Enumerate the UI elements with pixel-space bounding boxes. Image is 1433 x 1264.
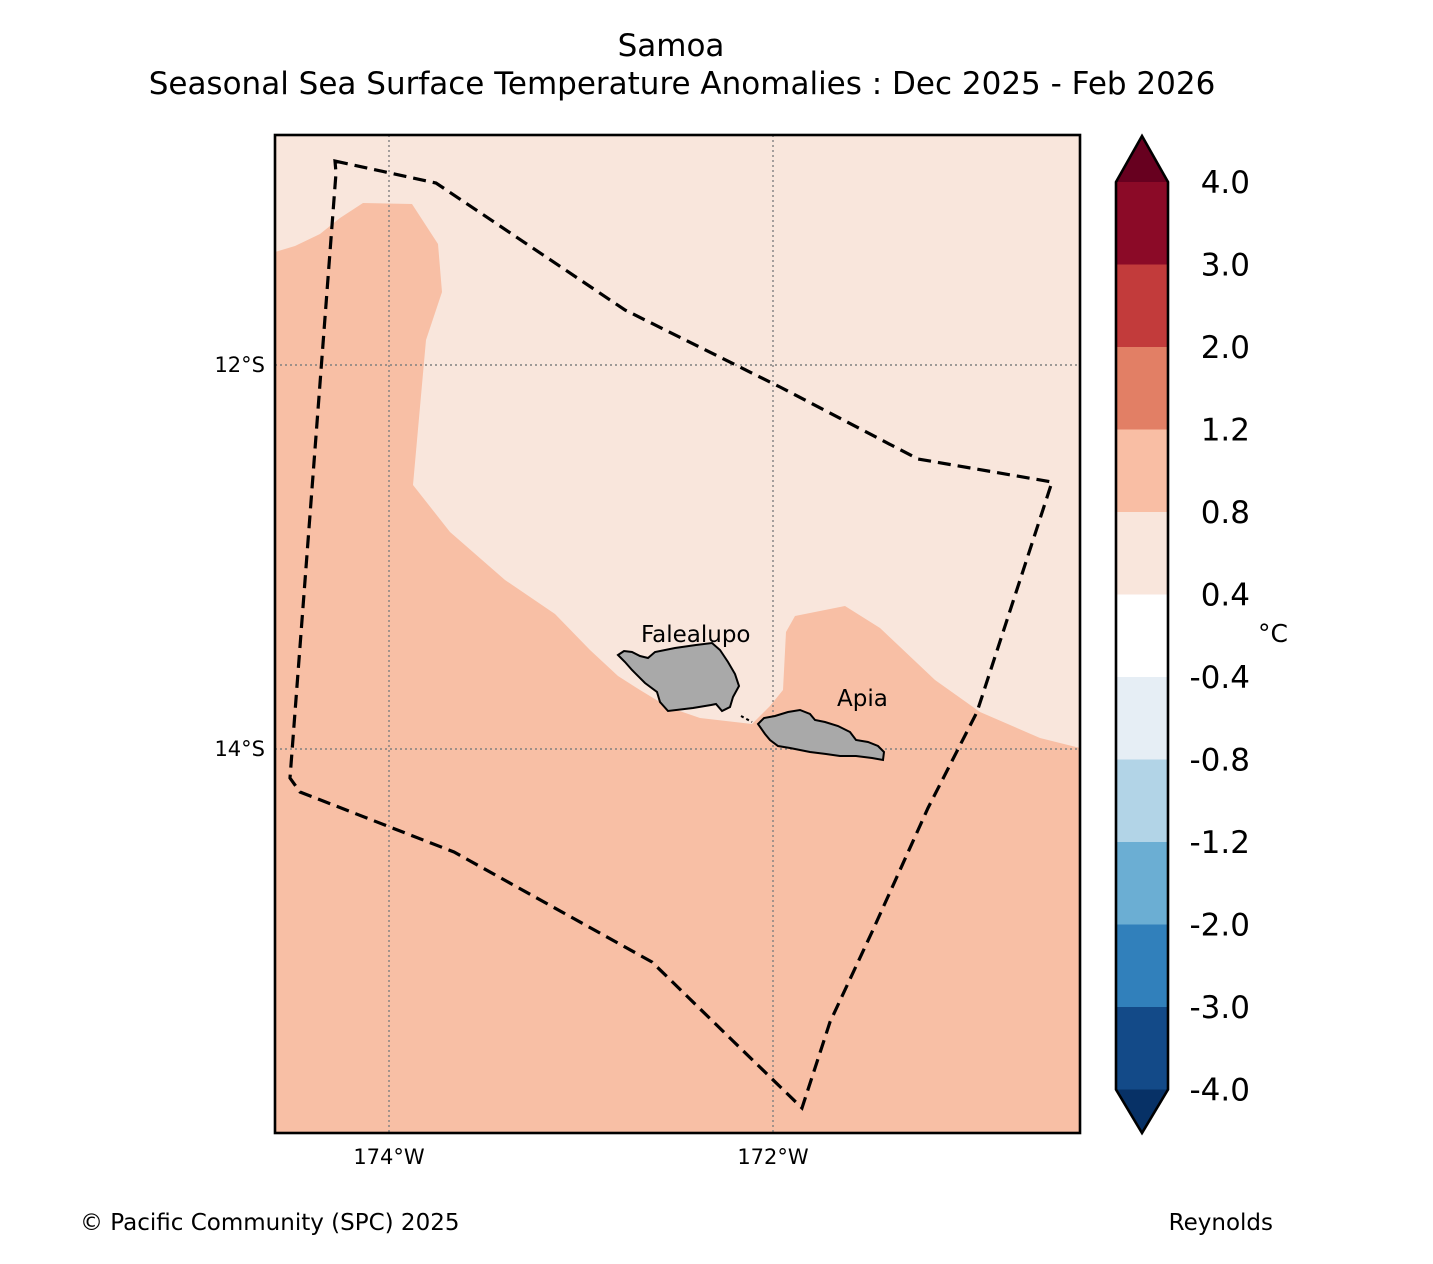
colorbar-tick-label: -3.0 (1190, 990, 1251, 1026)
colorbar-tick-label: 1.2 (1201, 413, 1250, 449)
place-label-falealupo: Falealupo (641, 622, 751, 648)
data-source-text: Reynolds (1169, 1210, 1273, 1236)
copyright-text: © Pacific Community (SPC) 2025 (80, 1210, 459, 1236)
colorbar-extend-max (1116, 136, 1168, 182)
map-frame (273, 133, 1082, 1135)
savaii-island[interactable] (616, 641, 741, 713)
title-line-2: Seasonal Sea Surface Temperature Anomali… (149, 66, 1216, 102)
colorbar-outline (1114, 133, 1170, 1136)
colorbar-band-5 (1116, 594, 1168, 678)
lat-tick-14s: 14°S (214, 737, 265, 761)
colorbar-band-4 (1116, 512, 1168, 595)
place-label-apia: Apia (837, 686, 888, 712)
colorbar-tick-label: -1.2 (1190, 825, 1251, 861)
eez-boundary (288, 158, 1055, 1111)
lon-tick-174w: 174°W (353, 1145, 425, 1169)
colorbar-tick-label: 2.0 (1201, 330, 1250, 366)
colorbar-tick-label: 4.0 (1201, 165, 1250, 201)
manono-island (740, 715, 753, 723)
gridlines (275, 135, 1080, 1133)
colorbar-tick-label: 0.4 (1201, 578, 1250, 614)
colorbar-band-10 (1116, 1007, 1168, 1090)
colorbar-extend-min (1116, 1089, 1168, 1133)
colorbar-tick-label: -0.8 (1190, 743, 1251, 779)
colorbar-unit-label: °C (1258, 619, 1288, 648)
colorbar-band-2 (1116, 347, 1168, 430)
colorbar-tick-label: 3.0 (1201, 248, 1250, 284)
colorbar-band-3 (1116, 429, 1168, 513)
title-line-1: Samoa (618, 28, 725, 64)
upolu-island[interactable] (756, 708, 886, 762)
colorbar-band-9 (1116, 924, 1168, 1008)
colorbar-tick-label: -2.0 (1190, 908, 1251, 944)
colorbar-band-8 (1116, 842, 1168, 925)
colorbar-band-0 (1116, 182, 1168, 265)
colorbar-tick-label: -4.0 (1190, 1073, 1251, 1109)
anomaly-region-0-4-0-8 (275, 135, 1080, 748)
colorbar-tick-label: 0.8 (1201, 495, 1250, 531)
colorbar-band-1 (1116, 264, 1168, 348)
colorbar: 4.0 3.0 2.0 1.2 0.8 0.4 -0.4 -0.8 -1.2 -2.0 -3.0 -4… (1114, 133, 1251, 1136)
map-panel[interactable]: Falealupo Apia (273, 133, 1082, 1135)
colorbar-band-7 (1116, 759, 1168, 843)
colorbar-band-6 (1116, 677, 1168, 760)
colorbar-tick-label: -0.4 (1190, 660, 1251, 696)
lat-tick-12s: 12°S (214, 353, 265, 377)
lon-tick-172w: 172°W (737, 1145, 809, 1169)
